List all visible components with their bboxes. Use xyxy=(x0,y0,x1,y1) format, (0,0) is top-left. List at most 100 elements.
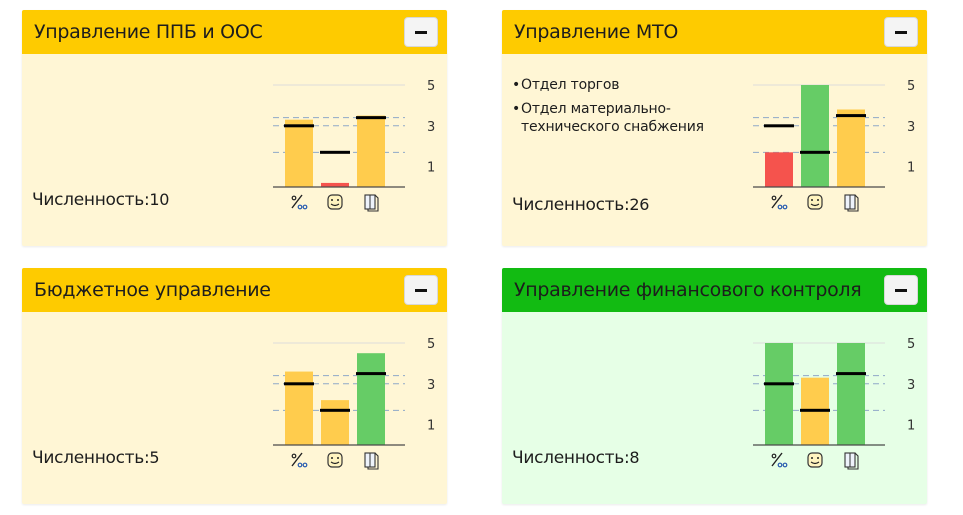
chart-ytick-label: 5 xyxy=(907,79,915,94)
chart-ytick-label: 1 xyxy=(427,161,435,176)
icon-part xyxy=(291,195,297,201)
icon-part xyxy=(291,452,303,467)
icon-part xyxy=(291,453,297,459)
chart-bar xyxy=(837,109,865,187)
chart-target-mark xyxy=(320,408,350,412)
collapse-button[interactable] xyxy=(884,275,918,305)
smiley-icon xyxy=(807,194,823,210)
icon-part xyxy=(847,194,859,212)
chart-ytick-label: 3 xyxy=(427,120,435,135)
smiley-icon xyxy=(327,194,343,210)
chart-bar xyxy=(357,353,385,445)
chart-bar xyxy=(765,152,793,187)
icon-part xyxy=(367,452,379,470)
chart-bar xyxy=(837,343,865,445)
icon-part xyxy=(817,199,819,201)
percent-mille-icon xyxy=(771,194,788,210)
chart-ytick-label: 3 xyxy=(427,378,435,393)
icon-part xyxy=(302,462,308,468)
headcount-value: 8 xyxy=(629,448,640,467)
chart-bar xyxy=(357,115,385,187)
icon-part xyxy=(327,452,343,468)
kpi-bar-chart: 1 3 5 xyxy=(753,337,915,470)
chart-target-mark xyxy=(764,124,794,128)
icon-part xyxy=(771,453,777,459)
dashboard-card-mto: Управление МТО Отдел торгов Отдел матери… xyxy=(502,10,927,246)
smiley-icon xyxy=(807,452,823,468)
chart-bar xyxy=(321,182,349,187)
dashboard-card-ppb-oos: Управление ППБ и ООС 1 3 5 Численность:10 xyxy=(22,10,447,246)
headcount-text: Численность:8 xyxy=(512,448,640,468)
headcount-value: 10 xyxy=(149,190,170,209)
icon-part xyxy=(777,204,783,210)
headcount-label: Численность: xyxy=(32,190,150,210)
minus-icon xyxy=(895,288,907,292)
chart-target-mark xyxy=(356,372,386,376)
chart-target-mark xyxy=(356,116,386,120)
headcount-label: Численность: xyxy=(512,448,630,468)
percent-mille-icon xyxy=(291,194,308,210)
headcount-value: 5 xyxy=(149,448,160,467)
icon-part xyxy=(771,194,783,209)
chart-target-mark xyxy=(320,150,350,154)
chart-target-mark xyxy=(800,150,830,154)
icon-part xyxy=(302,204,308,210)
card-title: Управление финансового контроля xyxy=(514,279,862,301)
kpi-bar-chart: 1 3 5 xyxy=(273,337,435,470)
book-icon xyxy=(364,452,379,470)
book-icon xyxy=(364,194,379,212)
chart-ytick-label: 1 xyxy=(907,419,915,434)
book-icon xyxy=(844,452,859,470)
icon-part xyxy=(782,462,788,468)
icon-part xyxy=(771,195,777,201)
icon-part xyxy=(777,462,783,468)
icon-part xyxy=(810,203,820,207)
dashboard-card-financial-control: Управление финансового контроля 1 3 5 Числ… xyxy=(502,268,927,504)
card-header: Бюджетное управление xyxy=(22,268,447,312)
chart-bar xyxy=(765,343,793,445)
chart-ytick-label: 5 xyxy=(907,337,915,352)
card-header: Управление финансового контроля xyxy=(502,268,927,312)
chart-ytick-label: 3 xyxy=(907,378,915,393)
minus-icon xyxy=(415,30,427,34)
chart-target-mark xyxy=(284,382,314,386)
icon-part xyxy=(771,452,783,467)
icon-part xyxy=(331,457,333,459)
department-list: Отдел торгов Отдел материально- техничес… xyxy=(512,76,712,142)
headcount-value: 26 xyxy=(629,195,650,214)
card-title: Управление МТО xyxy=(514,21,678,43)
icon-part xyxy=(807,452,823,468)
headcount-text: Численность:10 xyxy=(32,190,169,210)
card-title: Бюджетное управление xyxy=(34,279,271,301)
chart-ytick-label: 1 xyxy=(427,419,435,434)
chart-target-mark xyxy=(800,408,830,412)
icon-part xyxy=(297,462,303,468)
icon-part xyxy=(297,204,303,210)
collapse-button[interactable] xyxy=(404,17,438,47)
chart-bar xyxy=(801,85,829,187)
icon-part xyxy=(337,199,339,201)
card-header: Управление ППБ и ООС xyxy=(22,10,447,54)
icon-part xyxy=(847,452,859,470)
card-header: Управление МТО xyxy=(502,10,927,54)
collapse-button[interactable] xyxy=(404,275,438,305)
icon-part xyxy=(337,457,339,459)
percent-mille-icon xyxy=(291,452,308,468)
percent-mille-icon xyxy=(771,452,788,468)
collapse-button[interactable] xyxy=(884,17,918,47)
chart-bar xyxy=(285,119,313,187)
chart-ytick-label: 3 xyxy=(907,120,915,135)
headcount-label: Численность: xyxy=(512,195,630,215)
icon-part xyxy=(327,194,343,210)
icon-part xyxy=(810,461,820,465)
smiley-icon xyxy=(327,452,343,468)
chart-ytick-label: 1 xyxy=(907,161,915,176)
icon-part xyxy=(817,457,819,459)
chart-ytick-label: 5 xyxy=(427,337,435,352)
department-list-item: Отдел торгов xyxy=(512,76,712,94)
icon-part xyxy=(330,203,340,207)
minus-icon xyxy=(415,288,427,292)
department-list-item: Отдел материально- технического снабжени… xyxy=(512,100,712,136)
icon-part xyxy=(811,457,813,459)
